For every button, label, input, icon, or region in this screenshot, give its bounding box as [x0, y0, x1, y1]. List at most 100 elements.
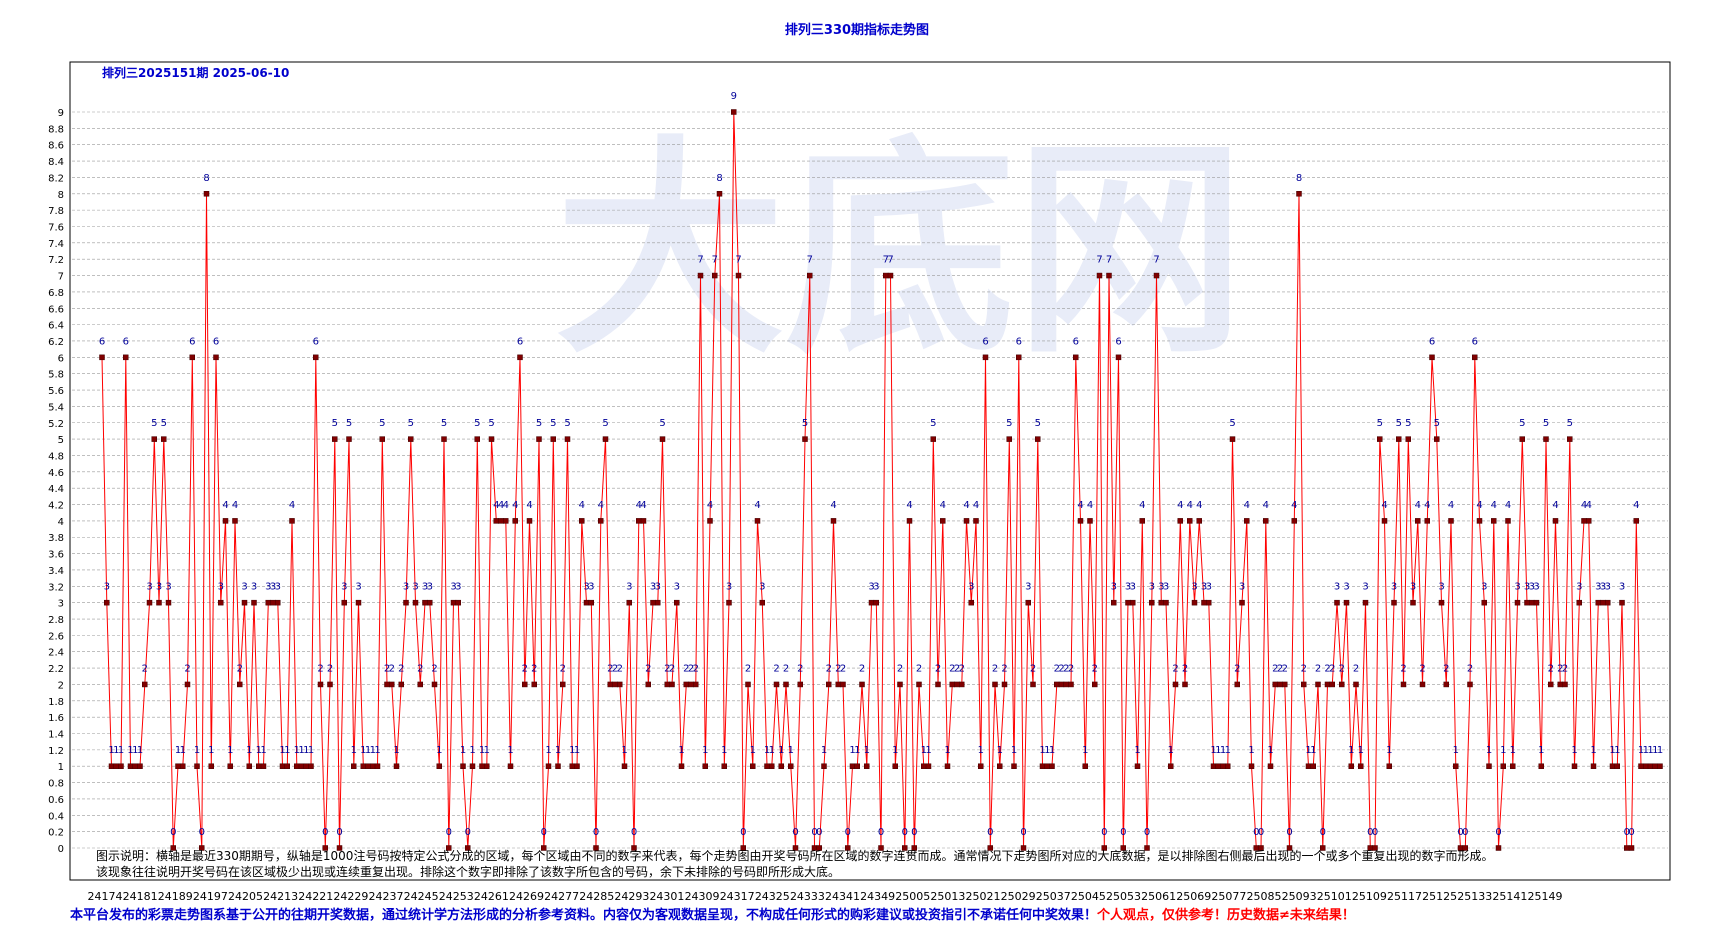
data-label: 2	[826, 663, 832, 674]
data-point	[1362, 599, 1369, 606]
data-point	[636, 518, 642, 524]
data-label: 2	[1277, 663, 1283, 674]
y-tick-label: 3.4	[48, 566, 64, 577]
data-label: 3	[1595, 582, 1601, 593]
data-label: 1	[1267, 745, 1273, 756]
data-label: 3	[873, 582, 879, 593]
data-label: 0	[631, 827, 637, 838]
data-point	[526, 518, 533, 524]
disclaimer-warning: 个人观点，仅供参考！历史数据≠未来结果！	[1097, 908, 1355, 923]
data-point	[726, 599, 732, 606]
data-label: 1	[1652, 745, 1658, 756]
x-tick-label: 24253	[439, 890, 474, 903]
data-point	[284, 763, 290, 769]
data-label: 3	[650, 582, 656, 593]
y-tick-label: 2.2	[48, 664, 64, 675]
data-point	[256, 763, 262, 769]
data-point	[455, 599, 461, 606]
y-tick-label: 6.6	[48, 304, 64, 315]
data-label: 2	[1282, 663, 1288, 674]
data-label: 0	[1253, 827, 1259, 838]
data-point	[1339, 681, 1345, 688]
data-label: 3	[156, 582, 162, 593]
data-point	[1248, 763, 1255, 769]
data-point	[1258, 845, 1264, 851]
y-tick-label: 0	[58, 844, 64, 855]
data-label: 3	[355, 582, 361, 593]
data-point	[531, 681, 537, 688]
data-point	[1063, 681, 1069, 688]
data-point	[507, 763, 514, 769]
data-point	[735, 272, 742, 279]
data-point	[1657, 763, 1663, 769]
data-label: 3	[626, 582, 632, 593]
data-point	[683, 681, 689, 688]
data-point	[327, 681, 333, 688]
data-label: 7	[712, 255, 718, 266]
data-label: 1	[678, 745, 684, 756]
data-point	[921, 763, 927, 769]
y-tick-label: 9	[58, 108, 64, 119]
data-point	[1429, 354, 1435, 361]
y-tick-label: 0.2	[48, 828, 64, 839]
data-label: 6	[213, 336, 219, 347]
data-point	[697, 272, 704, 279]
data-label: 2	[142, 663, 148, 674]
data-label: 2	[389, 663, 395, 674]
watermark: 大底网	[555, 118, 1245, 385]
y-tick-label: 6.8	[48, 288, 64, 299]
data-point	[132, 763, 138, 769]
data-label: 2	[897, 663, 903, 674]
data-label: 1	[864, 745, 870, 756]
data-label: 1	[374, 745, 380, 756]
y-tick-label: 1.8	[48, 697, 64, 708]
x-tick-label: 25109	[1352, 890, 1387, 903]
data-point	[175, 763, 181, 769]
data-label: 1	[1134, 745, 1140, 756]
data-point	[1125, 599, 1131, 606]
data-label: 1	[469, 745, 475, 756]
data-label: 3	[1201, 582, 1207, 593]
y-tick-label: 3	[58, 599, 64, 610]
data-point	[1177, 518, 1183, 524]
data-label: 1	[1305, 745, 1311, 756]
data-label: 4	[1491, 500, 1497, 511]
data-label: 0	[1495, 827, 1501, 838]
data-point	[1291, 518, 1297, 524]
data-point	[189, 354, 195, 361]
data-label: 8	[716, 173, 722, 184]
data-point	[1201, 599, 1207, 606]
data-point	[308, 763, 314, 769]
data-label: 4	[503, 500, 509, 511]
data-point	[146, 599, 153, 606]
data-label: 1	[246, 745, 252, 756]
data-label: 5	[602, 418, 608, 429]
data-point	[1277, 681, 1283, 688]
data-label: 0	[465, 827, 471, 838]
data-label: 3	[450, 582, 456, 593]
data-label: 2	[949, 663, 955, 674]
x-tick-label: 24189	[158, 890, 193, 903]
data-label: 2	[617, 663, 623, 674]
data-point	[792, 845, 799, 851]
data-point	[460, 763, 466, 769]
data-point	[740, 845, 746, 851]
data-label: 1	[360, 745, 366, 756]
data-label: 1	[574, 745, 580, 756]
data-label: 2	[992, 663, 998, 674]
x-tick-label: 24213	[263, 890, 298, 903]
data-point	[1505, 518, 1511, 524]
data-point	[1096, 272, 1103, 279]
x-tick-label: 24197	[193, 890, 228, 903]
x-tick-label: 25013	[930, 890, 965, 903]
data-label: 0	[740, 827, 746, 838]
data-label: 1	[180, 745, 186, 756]
data-label: 0	[1101, 827, 1107, 838]
data-point	[1134, 763, 1141, 769]
data-point	[241, 599, 248, 606]
data-label: 2	[688, 663, 694, 674]
y-tick-label: 2	[58, 680, 64, 691]
x-tick-label: 25021	[966, 890, 1001, 903]
data-label: 2	[935, 663, 941, 674]
data-point	[370, 763, 376, 769]
